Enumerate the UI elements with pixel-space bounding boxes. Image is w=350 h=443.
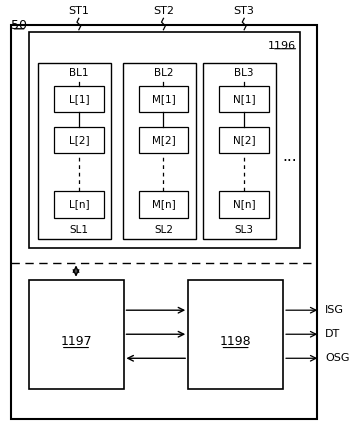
Text: BL1: BL1 — [69, 68, 89, 78]
Text: BL3: BL3 — [234, 68, 254, 78]
Text: ST2: ST2 — [153, 6, 174, 16]
Bar — [188, 280, 283, 389]
Text: 50: 50 — [11, 19, 27, 32]
Text: SL3: SL3 — [235, 225, 254, 235]
Bar — [203, 63, 276, 239]
Text: N[n]: N[n] — [233, 199, 255, 210]
Text: M[1]: M[1] — [152, 94, 175, 104]
Text: N[1]: N[1] — [233, 94, 255, 104]
Bar — [28, 31, 300, 248]
Text: SL1: SL1 — [69, 225, 88, 235]
Text: DT: DT — [325, 329, 340, 339]
Text: 1197: 1197 — [60, 335, 92, 348]
Text: L[2]: L[2] — [69, 135, 89, 145]
Text: ...: ... — [282, 148, 297, 163]
Bar — [54, 127, 104, 153]
Text: L[1]: L[1] — [69, 94, 89, 104]
Bar — [219, 86, 269, 113]
Bar — [54, 191, 104, 218]
Text: M[n]: M[n] — [152, 199, 175, 210]
Bar — [219, 191, 269, 218]
Bar — [54, 86, 104, 113]
Bar — [139, 191, 188, 218]
Text: ST1: ST1 — [68, 6, 89, 16]
Text: 1198: 1198 — [220, 335, 251, 348]
Text: BL2: BL2 — [154, 68, 173, 78]
Text: L[n]: L[n] — [69, 199, 89, 210]
Bar — [139, 86, 188, 113]
Text: N[2]: N[2] — [233, 135, 255, 145]
Text: ISG: ISG — [325, 305, 344, 315]
Bar — [122, 63, 196, 239]
Bar — [139, 127, 188, 153]
Bar — [38, 63, 111, 239]
Text: OSG: OSG — [325, 353, 349, 363]
Bar — [28, 280, 124, 389]
Text: 1196: 1196 — [268, 41, 296, 51]
Text: ST3: ST3 — [234, 6, 254, 16]
Bar — [219, 127, 269, 153]
Text: SL2: SL2 — [154, 225, 173, 235]
Text: M[2]: M[2] — [152, 135, 175, 145]
